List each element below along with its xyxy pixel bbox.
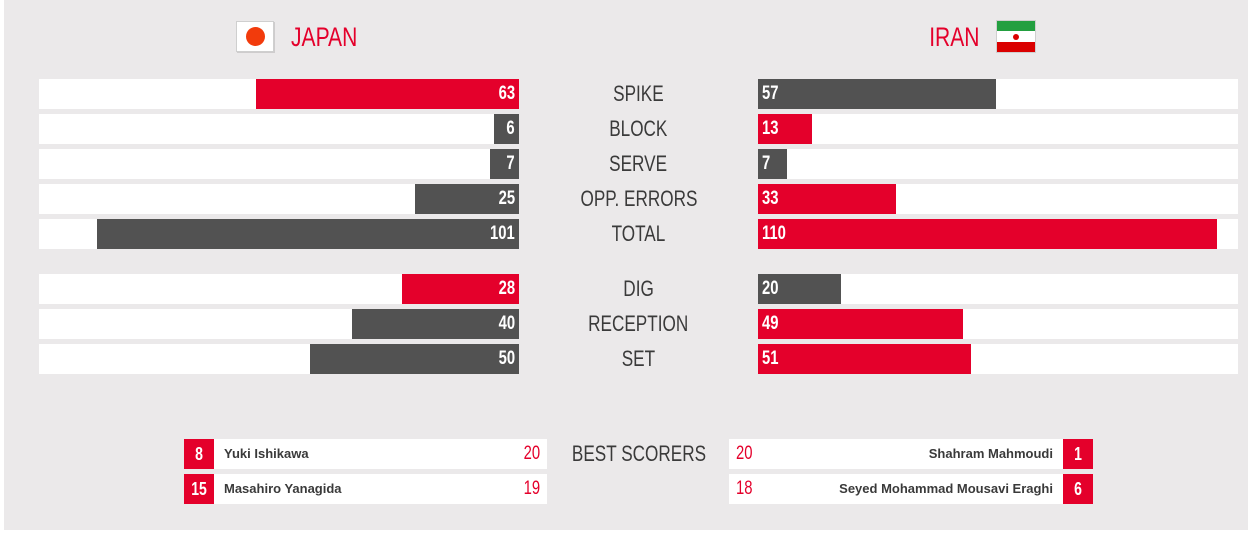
stat-value-right: 110 (762, 223, 786, 244)
player-name[interactable]: Yuki Ishikawa (224, 446, 309, 461)
stat-bar-left: 63 (256, 79, 519, 109)
player-points: 18 (736, 478, 753, 499)
stat-bar-right: 20 (758, 274, 841, 304)
stat-row-dig: 28 DIG 20 (4, 274, 1248, 304)
match-stats-panel: JAPAN IRAN 63 SPIKE 57 6 BLOCK 13 7 SERVE 7 25 OPP… (4, 0, 1248, 530)
player-name[interactable]: Seyed Mohammad Mousavi Eraghi (839, 481, 1053, 496)
best-scorer-left: 8 Yuki Ishikawa 20 (4, 439, 1248, 469)
player-name[interactable]: Shahram Mahmoudi (928, 446, 1053, 461)
stat-label: DIG (623, 276, 654, 301)
player-box: Yuki Ishikawa 20 (214, 439, 547, 469)
player-box: 20 Shahram Mahmoudi (729, 439, 1063, 469)
stat-row-spike: 63 SPIKE 57 (4, 79, 1248, 109)
stat-bar-left: 50 (310, 344, 519, 374)
stat-bar-right: 51 (758, 344, 971, 374)
player-points: 20 (523, 443, 540, 464)
stat-value-right: 49 (762, 313, 779, 334)
stat-bar-right: 33 (758, 184, 896, 214)
best-scorers-title: BEST SCORERS (571, 441, 706, 466)
stat-row-reception: 40 RECEPTION 49 (4, 309, 1248, 339)
stat-value-right: 20 (762, 278, 779, 299)
stat-row-total: 101 TOTAL 110 (4, 219, 1248, 249)
stat-row-set: 50 SET 51 (4, 344, 1248, 374)
player-number: 1 (1063, 439, 1093, 469)
stat-row-opp-errors: 25 OPP. ERRORS 33 (4, 184, 1248, 214)
stat-track-right: 33 (758, 184, 1238, 214)
stat-row-block: 6 BLOCK 13 (4, 114, 1248, 144)
stat-label: RECEPTION (588, 311, 689, 336)
stat-bar-left: 25 (415, 184, 519, 214)
stat-track-left: 7 (39, 149, 519, 179)
stat-value-left: 25 (498, 188, 515, 209)
team-left-name: JAPAN (291, 22, 358, 52)
stat-bar-left: 28 (402, 274, 519, 304)
stat-label: SPIKE (613, 81, 664, 106)
iran-flag-icon (996, 20, 1036, 53)
player-number: 6 (1063, 474, 1093, 504)
stat-track-left: 63 (39, 79, 519, 109)
stat-label: OPP. ERRORS (579, 186, 697, 211)
stat-bar-right: 7 (758, 149, 787, 179)
stat-label: BLOCK (609, 116, 668, 141)
stat-label: SERVE (609, 151, 668, 176)
player-points: 20 (736, 443, 753, 464)
stat-bar-left: 101 (97, 219, 519, 249)
stat-track-right: 13 (758, 114, 1238, 144)
stat-track-right: 49 (758, 309, 1238, 339)
stat-bar-right: 13 (758, 114, 812, 144)
stat-track-left: 40 (39, 309, 519, 339)
stat-value-right: 13 (762, 118, 779, 139)
japan-flag-icon (236, 21, 274, 52)
stat-track-left: 28 (39, 274, 519, 304)
player-box: 18 Seyed Mohammad Mousavi Eraghi (729, 474, 1063, 504)
stat-value-right: 57 (762, 83, 779, 104)
stat-value-right: 33 (762, 188, 779, 209)
stat-value-right: 7 (762, 153, 771, 174)
stat-value-right: 51 (762, 348, 779, 369)
stat-track-right: 7 (758, 149, 1238, 179)
best-scorer-left: 15 Masahiro Yanagida 19 (4, 474, 1248, 504)
stat-track-right: 20 (758, 274, 1238, 304)
team-right: IRAN (915, 20, 980, 54)
player-number: 8 (184, 439, 214, 469)
player-box: Masahiro Yanagida 19 (214, 474, 547, 504)
stat-value-left: 6 (506, 118, 515, 139)
stat-track-left: 6 (39, 114, 519, 144)
best-scorer-right: 20 Shahram Mahmoudi 1 (4, 439, 1248, 469)
stat-bar-left: 40 (352, 309, 519, 339)
stat-track-right: 51 (758, 344, 1238, 374)
team-right-name: IRAN (929, 22, 980, 52)
stat-value-left: 40 (498, 313, 515, 334)
stat-track-left: 50 (39, 344, 519, 374)
player-number: 15 (184, 474, 214, 504)
player-points: 19 (523, 478, 540, 499)
stat-value-left: 28 (498, 278, 515, 299)
stat-track-left: 101 (39, 219, 519, 249)
player-name[interactable]: Masahiro Yanagida (224, 481, 342, 496)
best-scorer-right: 18 Seyed Mohammad Mousavi Eraghi 6 (4, 474, 1248, 504)
stat-value-left: 101 (490, 223, 515, 244)
stat-bar-right: 49 (758, 309, 963, 339)
stat-bar-left: 7 (490, 149, 519, 179)
stat-track-right: 110 (758, 219, 1238, 249)
stat-value-left: 63 (498, 83, 515, 104)
team-left: JAPAN (291, 20, 376, 54)
stat-value-left: 50 (498, 348, 515, 369)
stat-track-right: 57 (758, 79, 1238, 109)
stat-row-serve: 7 SERVE 7 (4, 149, 1248, 179)
stat-label: TOTAL (611, 221, 666, 246)
stat-bar-right: 110 (758, 219, 1217, 249)
stat-label: SET (621, 346, 656, 371)
stat-bar-left: 6 (494, 114, 519, 144)
stat-bar-right: 57 (758, 79, 996, 109)
stat-value-left: 7 (506, 153, 515, 174)
stat-track-left: 25 (39, 184, 519, 214)
